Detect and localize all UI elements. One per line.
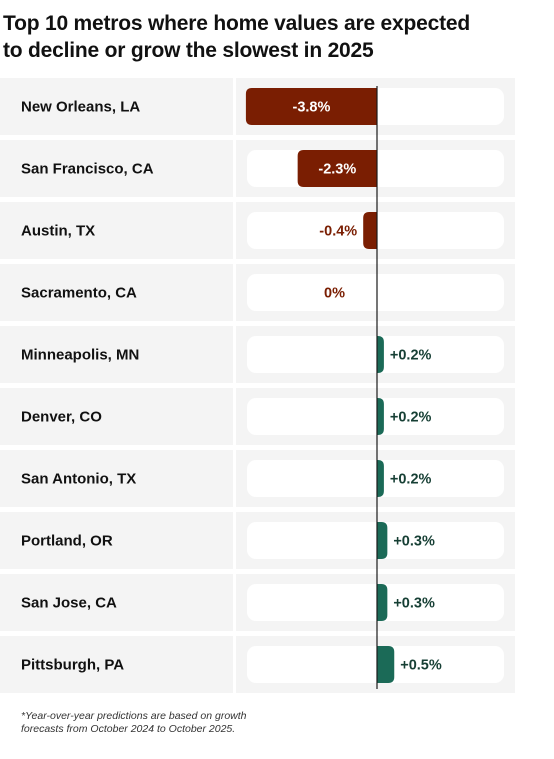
bar-positive — [377, 646, 395, 683]
chart-row: San Francisco, CA -2.3% — [0, 140, 515, 197]
value-label: 0% — [324, 286, 345, 302]
value-label: +0.3% — [393, 596, 435, 612]
category-label: Portland, OR — [21, 533, 113, 550]
chart-row: Sacramento, CA 0% — [0, 264, 515, 321]
category-label: Pittsburgh, PA — [21, 657, 124, 674]
bar-track — [247, 336, 504, 373]
footnote-line-1: *Year-over-year predictions are based on… — [21, 710, 247, 722]
row-label-background — [0, 574, 233, 631]
category-label: Minneapolis, MN — [21, 347, 139, 364]
bar-chart: New Orleans, LA -3.8% San Francisco, CA -2.… — [0, 78, 515, 693]
row-label-background — [0, 636, 233, 693]
row-label-background — [0, 450, 233, 507]
category-label: San Francisco, CA — [21, 161, 154, 178]
bar-track — [247, 646, 504, 683]
bar-track — [247, 460, 504, 497]
bar-track — [247, 522, 504, 559]
bar-positive — [377, 398, 384, 435]
value-label: +0.2% — [390, 410, 432, 426]
footnote: *Year-over-year predictions are based on… — [21, 710, 321, 736]
value-label: -3.8% — [293, 100, 331, 116]
category-label: Austin, TX — [21, 223, 95, 240]
bar-track — [247, 274, 504, 311]
value-label: +0.3% — [393, 534, 435, 550]
bar-track — [247, 398, 504, 435]
bar-negative — [297, 150, 377, 187]
bar-negative — [363, 212, 377, 249]
category-label: Sacramento, CA — [21, 285, 137, 302]
category-label: San Jose, CA — [21, 595, 117, 612]
bar-positive — [377, 584, 388, 621]
value-label: -0.4% — [319, 224, 357, 240]
value-label: -2.3% — [318, 162, 356, 178]
chart-title-line-2: to decline or grow the slowest in 2025 — [3, 39, 374, 62]
row-label-background — [0, 326, 233, 383]
chart-row: San Antonio, TX +0.2% — [0, 450, 515, 507]
chart-row: San Jose, CA +0.3% — [0, 574, 515, 631]
bar-track — [247, 584, 504, 621]
row-label-background — [0, 202, 233, 259]
category-label: New Orleans, LA — [21, 99, 140, 116]
row-label-background — [0, 140, 233, 197]
bar-negative — [245, 88, 377, 125]
category-label: Denver, CO — [21, 409, 102, 426]
row-label-background — [0, 78, 233, 135]
bar-positive — [377, 336, 384, 373]
category-label: San Antonio, TX — [21, 471, 136, 488]
row-label-background — [0, 388, 233, 445]
chart-row: Denver, CO +0.2% — [0, 388, 515, 445]
chart-row: Minneapolis, MN +0.2% — [0, 326, 515, 383]
value-label: +0.2% — [390, 348, 432, 364]
chart-row: Pittsburgh, PA +0.5% — [0, 636, 515, 693]
bar-positive — [377, 460, 384, 497]
row-label-background — [0, 512, 233, 569]
chart-row: Portland, OR +0.3% — [0, 512, 515, 569]
value-label: +0.2% — [390, 472, 432, 488]
chart-title: Top 10 metros where home values are expe… — [3, 10, 543, 64]
value-label: +0.5% — [400, 658, 442, 674]
row-label-background — [0, 264, 233, 321]
chart-row: New Orleans, LA -3.8% — [0, 78, 515, 135]
footnote-line-2: forecasts from October 2024 to October 2… — [21, 723, 236, 735]
bar-positive — [377, 522, 388, 559]
chart-title-line-1: Top 10 metros where home values are expe… — [3, 12, 471, 35]
chart-row: Austin, TX -0.4% — [0, 202, 515, 259]
